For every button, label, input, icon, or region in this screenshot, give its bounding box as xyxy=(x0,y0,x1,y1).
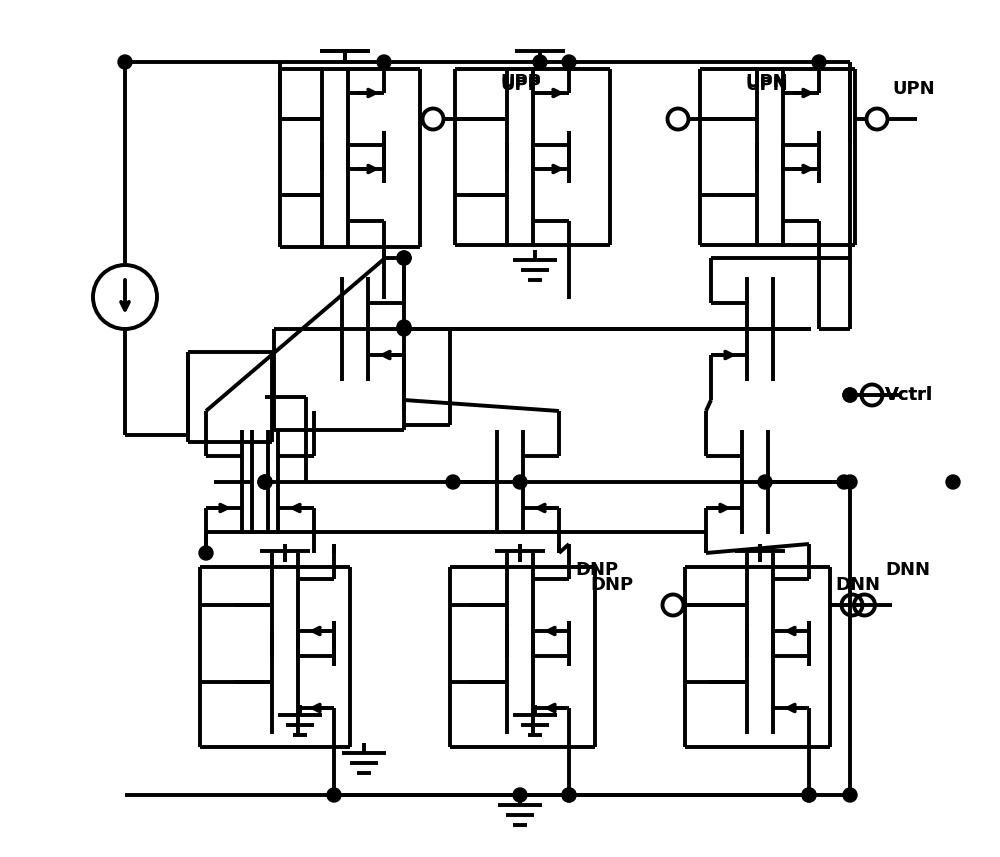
Circle shape xyxy=(802,788,816,802)
Circle shape xyxy=(837,475,851,489)
Circle shape xyxy=(758,475,772,489)
Text: DNP: DNP xyxy=(575,561,618,579)
Circle shape xyxy=(118,55,132,69)
Circle shape xyxy=(533,55,547,69)
Text: UPN: UPN xyxy=(745,73,788,91)
Circle shape xyxy=(199,546,213,560)
Text: DNN: DNN xyxy=(835,576,880,594)
Circle shape xyxy=(397,251,411,265)
Circle shape xyxy=(843,475,857,489)
Text: Vctrl: Vctrl xyxy=(885,386,933,404)
Circle shape xyxy=(562,55,576,69)
Circle shape xyxy=(562,788,576,802)
Circle shape xyxy=(377,55,391,69)
Text: UPN: UPN xyxy=(892,80,935,98)
Text: Vctrl: Vctrl xyxy=(885,386,933,404)
Text: UPP: UPP xyxy=(500,73,541,91)
Circle shape xyxy=(946,475,960,489)
Circle shape xyxy=(843,388,857,402)
Text: UPP: UPP xyxy=(500,76,541,94)
Circle shape xyxy=(812,55,826,69)
Circle shape xyxy=(562,788,576,802)
Circle shape xyxy=(513,475,527,489)
Circle shape xyxy=(397,251,411,265)
Circle shape xyxy=(327,788,341,802)
Circle shape xyxy=(802,788,816,802)
Circle shape xyxy=(397,322,411,336)
Circle shape xyxy=(843,788,857,802)
Text: UPN: UPN xyxy=(745,76,788,94)
Circle shape xyxy=(446,475,460,489)
Circle shape xyxy=(397,320,411,334)
Circle shape xyxy=(843,388,857,402)
Text: DNN: DNN xyxy=(885,561,930,579)
Text: DNP: DNP xyxy=(590,576,633,594)
Circle shape xyxy=(258,475,272,489)
Circle shape xyxy=(258,475,272,489)
Circle shape xyxy=(513,788,527,802)
